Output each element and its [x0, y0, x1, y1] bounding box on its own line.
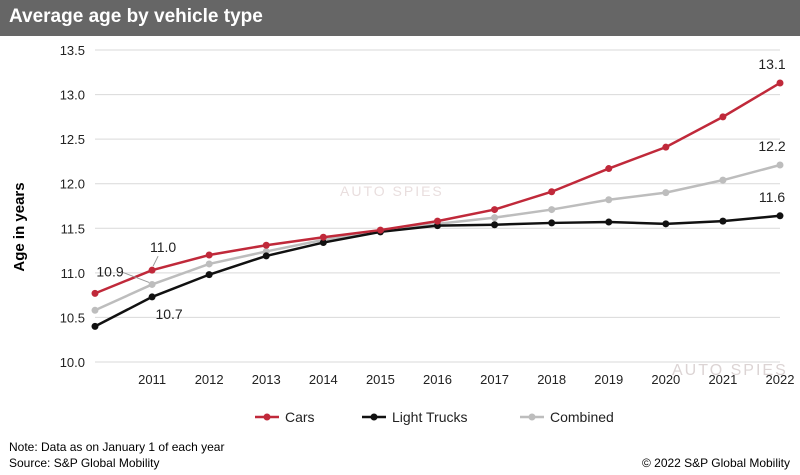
data-point [662, 189, 670, 197]
footer-copyright: © 2022 S&P Global Mobility [641, 456, 790, 470]
data-point [205, 271, 213, 279]
data-point [719, 113, 727, 121]
x-tick-label: 2017 [480, 372, 509, 387]
series-line-cars [94, 81, 781, 295]
legend-label: Combined [550, 409, 614, 425]
data-point [148, 280, 156, 288]
data-point [491, 214, 499, 222]
data-point [205, 251, 213, 259]
y-tick-label: 13.5 [60, 43, 85, 58]
title-bar: Average age by vehicle type [0, 0, 800, 36]
line-chart: 10.9 11.0 10.7 13.1 12.2 11.6 10.0 10.5 11.0 11.… [11, 43, 794, 425]
data-point [605, 218, 613, 226]
y-tick-label: 12.0 [60, 177, 85, 192]
data-point [491, 221, 499, 229]
x-axis-ticks: 2011 2012 2013 2014 2015 2016 2017 2018 2019 2020… [138, 372, 794, 387]
series-markers [91, 79, 784, 330]
data-point [776, 161, 784, 169]
data-point [319, 239, 327, 247]
legend-label: Cars [285, 409, 315, 425]
chart-title: Average age by vehicle type [9, 6, 263, 27]
data-point [262, 252, 270, 260]
data-point [148, 293, 156, 301]
y-tick-label: 10.0 [60, 355, 85, 370]
data-point [662, 220, 670, 228]
x-tick-label: 2015 [366, 372, 395, 387]
x-tick-label: 2019 [594, 372, 623, 387]
data-label: 11.6 [759, 189, 785, 205]
grid-lines [95, 49, 780, 363]
x-tick-label: 2013 [252, 372, 281, 387]
data-point [719, 176, 727, 184]
data-point [548, 219, 556, 227]
data-point [548, 206, 556, 214]
data-point [662, 143, 670, 151]
legend-marker [528, 413, 536, 421]
watermark: AUTO SPIES [340, 183, 444, 199]
series-line-light-trucks [94, 214, 781, 328]
series-line-combined [94, 163, 781, 312]
x-tick-label: 2014 [309, 372, 338, 387]
x-tick-label: 2020 [651, 372, 680, 387]
x-tick-label: 2021 [708, 372, 737, 387]
data-point [91, 289, 99, 297]
data-label: 10.9 [96, 263, 123, 279]
y-tick-label: 12.5 [60, 132, 85, 147]
data-label: 10.7 [155, 306, 182, 322]
data-point [319, 233, 327, 241]
label-leader-line [152, 255, 159, 267]
data-point [605, 196, 613, 204]
y-tick-label: 10.5 [60, 310, 85, 325]
data-point [434, 217, 441, 225]
data-label: 12.2 [758, 138, 785, 154]
data-point [91, 306, 99, 314]
x-tick-label: 2018 [537, 372, 566, 387]
data-point [776, 79, 784, 87]
data-point [262, 241, 270, 249]
y-tick-label: 11.5 [61, 221, 85, 236]
y-tick-label: 13.0 [60, 88, 85, 103]
legend-marker [263, 413, 271, 421]
data-point [776, 212, 784, 220]
footer-note: Note: Data as on January 1 of each year [9, 440, 225, 454]
y-axis-label: Age in years [11, 182, 28, 271]
y-tick-label: 11.0 [61, 266, 85, 281]
y-axis-ticks: 10.0 10.5 11.0 11.5 12.0 12.5 13.0 13.5 [60, 43, 85, 370]
data-point [605, 165, 613, 173]
data-point [148, 266, 156, 274]
series-lines [94, 81, 781, 328]
x-tick-label: 2012 [195, 372, 224, 387]
data-point [548, 188, 556, 196]
data-point [376, 226, 384, 234]
footer-source: Source: S&P Global Mobility [9, 456, 160, 470]
legend-marker [370, 413, 378, 421]
data-point [719, 217, 727, 225]
legend-label: Light Trucks [392, 409, 467, 425]
data-label: 13.1 [758, 56, 785, 72]
data-labels: 10.9 11.0 10.7 13.1 12.2 11.6 [96, 56, 785, 322]
data-point [491, 206, 499, 214]
legend: Cars Light Trucks Combined [255, 409, 614, 425]
data-point [91, 322, 99, 330]
data-label: 11.0 [150, 239, 176, 255]
data-point [205, 260, 213, 268]
x-tick-label: 2011 [138, 372, 166, 387]
label-leader-line [122, 271, 150, 283]
x-tick-label: 2016 [423, 372, 452, 387]
x-tick-label: 2022 [766, 372, 795, 387]
watermark-corner: AUTO SPIES [672, 362, 788, 379]
